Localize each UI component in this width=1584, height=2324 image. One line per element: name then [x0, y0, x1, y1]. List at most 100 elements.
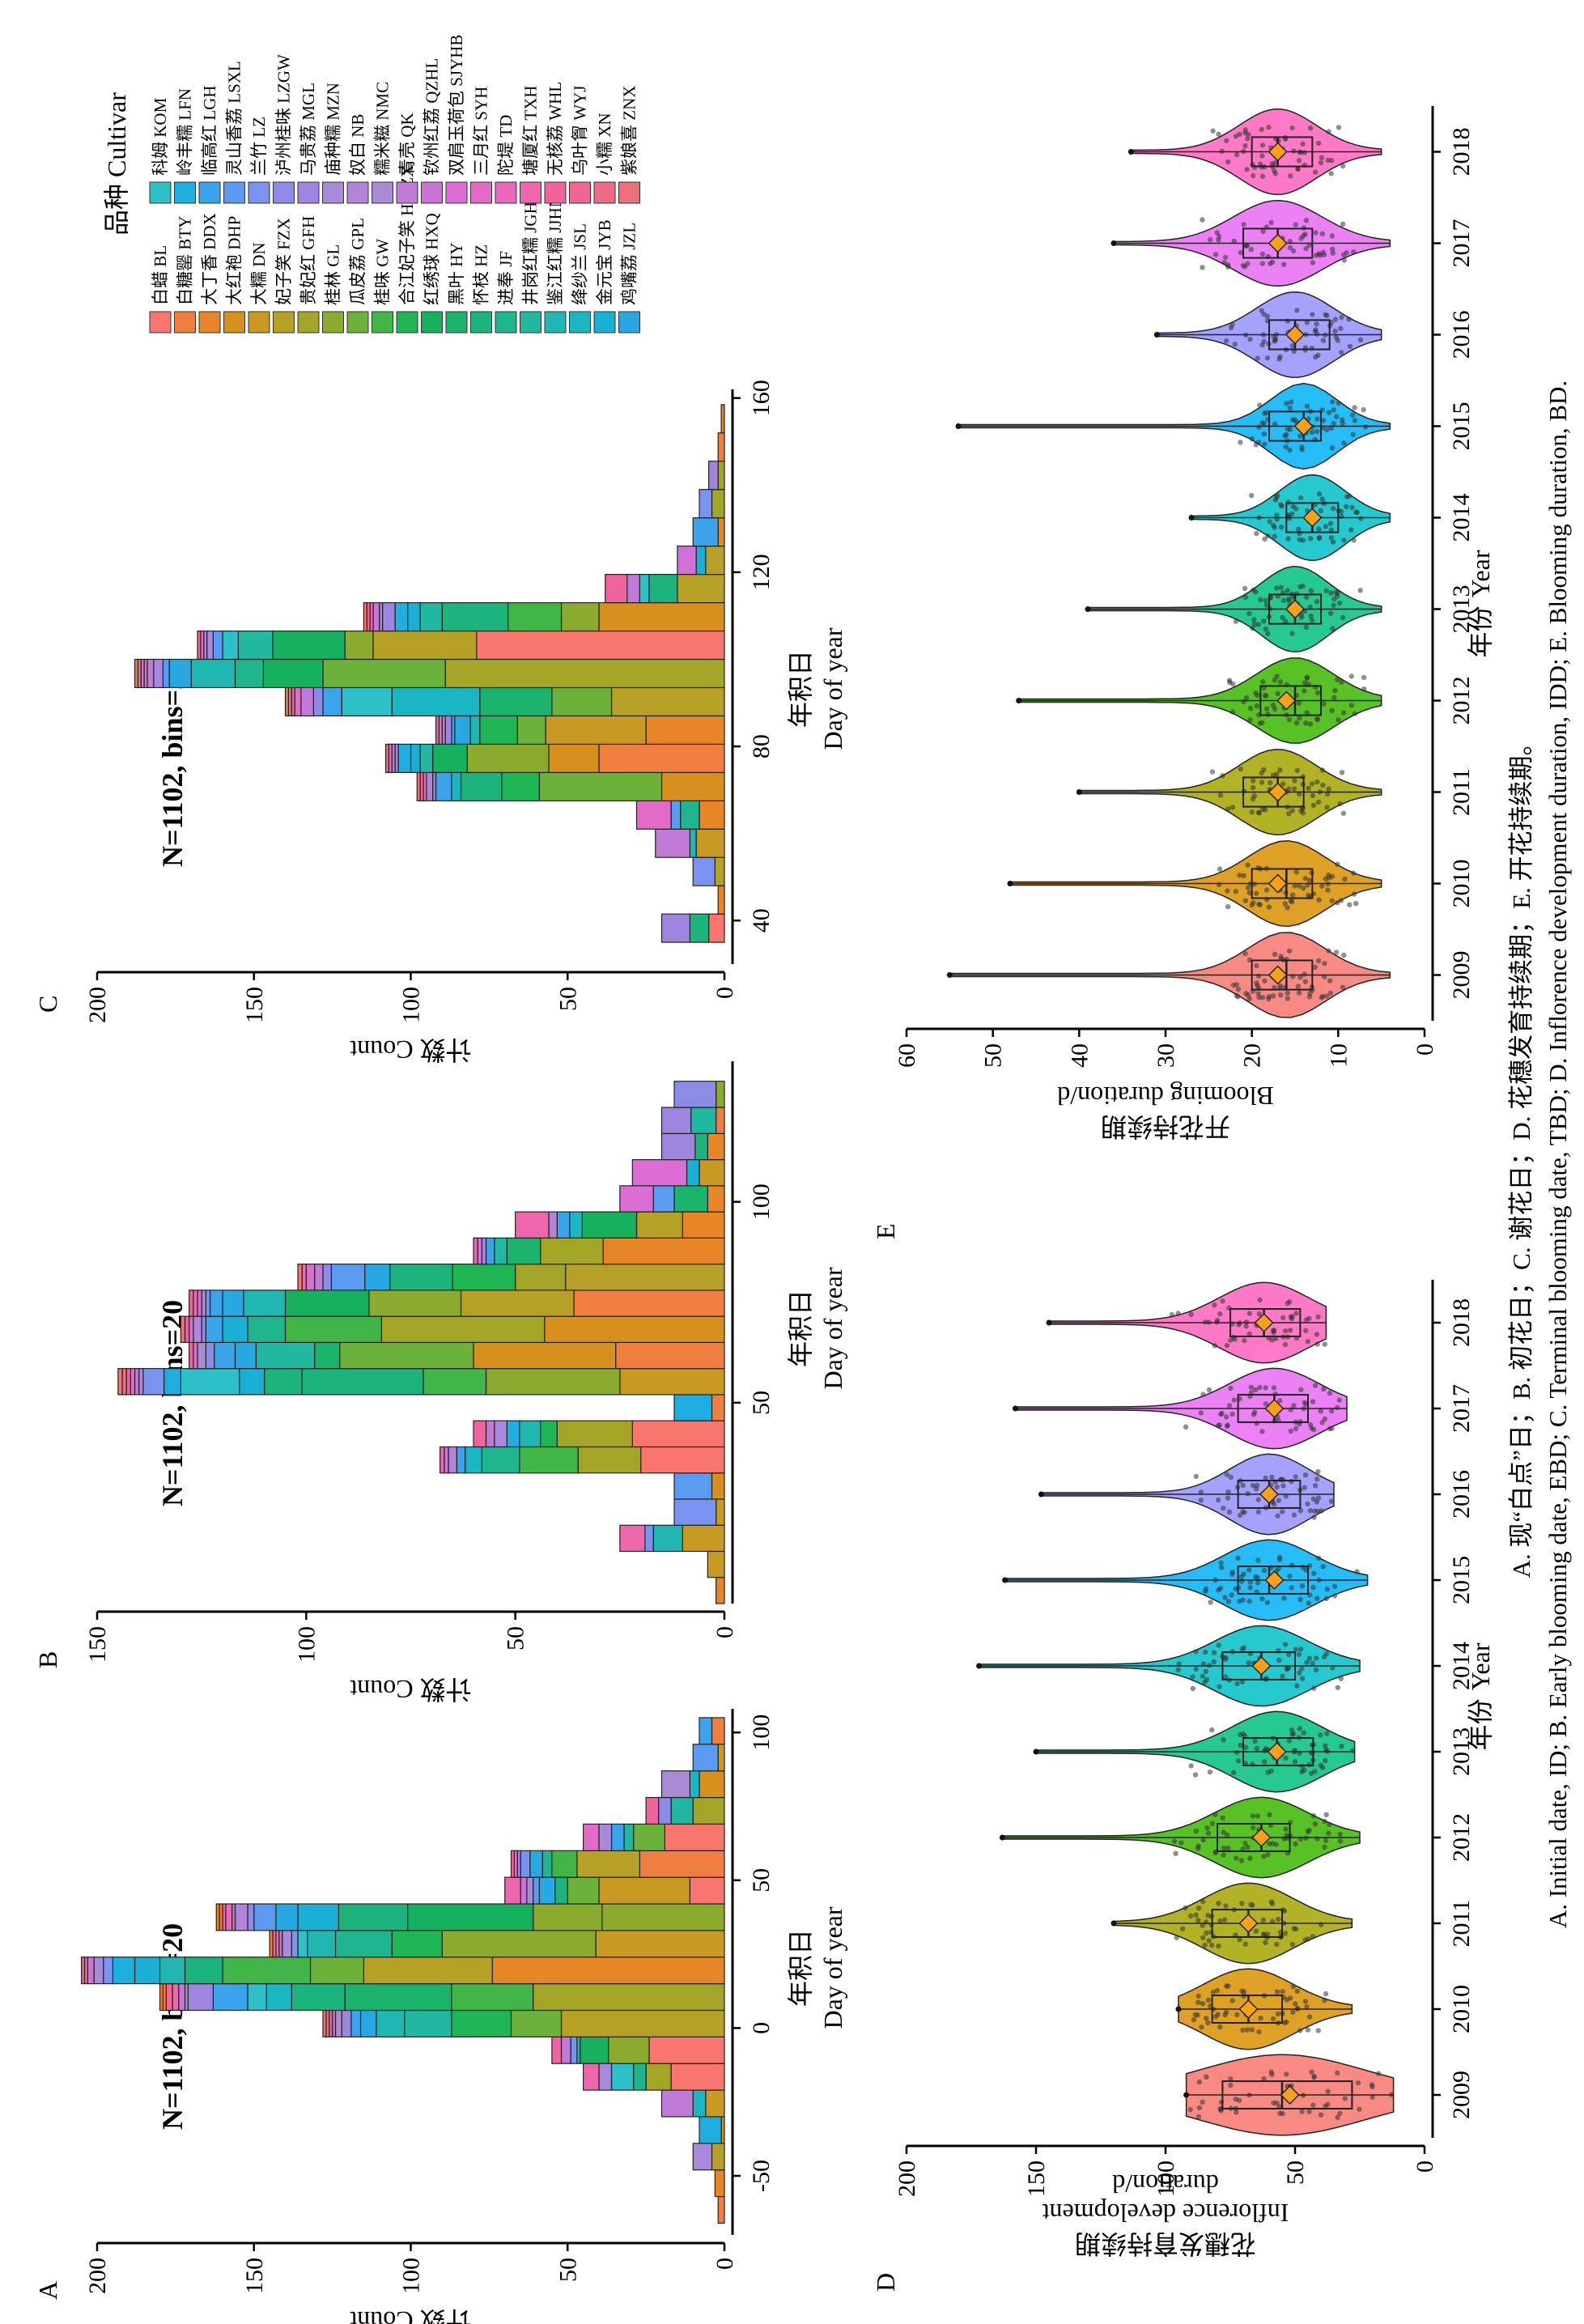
histogram-bar-segment	[473, 1237, 478, 1265]
y-axis-title-cn: 花穗发育持续期	[1075, 2229, 1256, 2258]
histogram-bar-segment	[711, 1394, 725, 1421]
mean-marker	[1264, 1570, 1285, 1591]
data-point	[1253, 890, 1259, 896]
data-point	[1208, 1929, 1214, 1935]
histogram-bar-segment	[583, 2063, 600, 2091]
data-point	[1282, 901, 1288, 907]
legend-swatch	[618, 181, 640, 204]
histogram-bar-segment	[410, 743, 421, 773]
data-point	[1286, 1738, 1293, 1744]
data-point	[1198, 1410, 1204, 1416]
histogram-bar-segment	[541, 1850, 553, 1878]
legend-swatch	[297, 181, 320, 204]
histogram-bar-segment	[610, 2063, 635, 2091]
mean-marker	[1254, 1312, 1274, 1333]
data-point	[1203, 1668, 1209, 1675]
data-point	[1183, 1905, 1188, 1911]
data-point	[1243, 1319, 1250, 1325]
data-point	[1314, 1476, 1320, 1482]
data-point	[1273, 1336, 1279, 1341]
data-point	[1255, 1580, 1261, 1586]
x-tick-label: 2015	[1448, 1556, 1475, 1604]
box	[1251, 959, 1314, 991]
histogram-bar-segment	[598, 743, 725, 773]
data-point	[1326, 948, 1331, 954]
box	[1251, 136, 1314, 168]
data-point	[1230, 1770, 1237, 1775]
histogram-bar-segment	[344, 630, 374, 661]
legend-item-label: 鸡嘴荔 JZL	[620, 223, 639, 305]
data-point	[1302, 971, 1307, 977]
data-point	[1325, 887, 1331, 893]
histogram-bar-segment	[237, 630, 274, 661]
data-point	[1229, 1998, 1236, 2003]
data-point	[1309, 429, 1315, 435]
data-point	[1311, 2075, 1317, 2080]
histogram-bar-segment	[344, 1983, 452, 2012]
data-point	[1246, 610, 1252, 617]
histogram-bar-segment	[692, 2089, 707, 2118]
histogram-bar-segment	[452, 1264, 516, 1291]
data-point	[1246, 957, 1253, 963]
histogram-bar-segment	[717, 885, 725, 915]
panel-c-annotation: N=1102, bins=20	[156, 661, 189, 867]
data-point	[1303, 1835, 1309, 1841]
max-point	[1110, 1920, 1117, 1927]
y-axis-title-cn: 计数	[420, 1035, 472, 1064]
histogram-bar-segment	[305, 1264, 316, 1291]
data-point	[1316, 526, 1322, 532]
data-point	[1375, 2071, 1382, 2076]
data-point	[1239, 1679, 1246, 1685]
data-point	[1342, 2096, 1348, 2101]
box	[1251, 868, 1314, 899]
histogram-bar-segment	[708, 913, 725, 943]
panel-b-letter: B	[33, 1651, 62, 1668]
legend-swatch	[421, 181, 443, 204]
data-point	[1293, 1646, 1299, 1652]
histogram-bar-segment	[716, 1107, 725, 1134]
histogram-bar-segment	[291, 1930, 299, 1958]
data-point	[1286, 948, 1293, 954]
data-point	[1307, 536, 1314, 542]
data-point	[1255, 1497, 1262, 1502]
histogram-bar-segment	[670, 2063, 725, 2091]
data-point	[1250, 1902, 1255, 1908]
data-point	[1229, 1592, 1234, 1598]
data-point	[1202, 1942, 1208, 1948]
x-tick-label: 2009	[1448, 2071, 1475, 2119]
histogram-bar-segment	[380, 1315, 546, 1344]
data-point	[1264, 355, 1271, 361]
data-point	[1225, 1489, 1231, 1495]
data-point	[1255, 983, 1260, 988]
data-point	[1336, 400, 1341, 406]
histogram-bar-segment	[372, 601, 380, 632]
histogram-bar-segment	[477, 1237, 482, 1265]
data-point	[1264, 706, 1270, 712]
data-point	[1299, 444, 1305, 450]
data-point	[1289, 125, 1295, 131]
histogram-bar-segment	[187, 1983, 214, 2012]
data-point	[1303, 1317, 1310, 1323]
data-point	[1326, 1830, 1331, 1836]
mean-marker	[1238, 1999, 1259, 2020]
data-point	[1297, 537, 1302, 542]
data-point	[1301, 233, 1306, 239]
data-point	[1320, 418, 1327, 423]
data-point	[1299, 2109, 1305, 2114]
data-point	[1293, 1425, 1299, 1432]
histogram-bar-segment	[222, 1315, 248, 1344]
data-point	[1245, 862, 1251, 868]
data-point	[1261, 1854, 1267, 1859]
data-point	[1253, 1928, 1259, 1934]
data-point	[1304, 710, 1310, 716]
histogram-bar-segment	[363, 1956, 493, 1985]
legend-item-label: 陀堤 TD	[496, 115, 516, 176]
data-point	[1313, 230, 1319, 236]
histogram-bar-segment	[247, 1903, 255, 1931]
data-point	[1237, 872, 1242, 878]
histogram-bar-segment	[692, 1796, 725, 1825]
data-point	[1272, 338, 1278, 343]
legend-swatch	[322, 181, 344, 204]
data-point	[1230, 982, 1237, 988]
data-point	[1198, 1498, 1204, 1503]
